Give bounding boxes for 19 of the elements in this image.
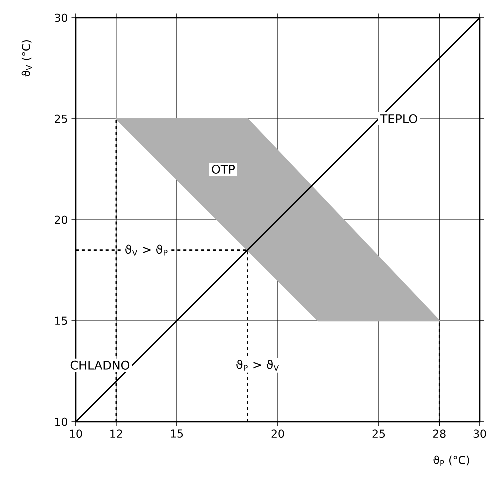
x-tick-label: 30 bbox=[474, 430, 486, 438]
y-tick-label: 10 bbox=[55, 418, 68, 426]
annotation: CHLADNO bbox=[70, 360, 130, 370]
x-tick-label: 15 bbox=[171, 430, 184, 438]
annotation: TEPLO bbox=[380, 114, 418, 124]
annotation: OTP bbox=[212, 164, 236, 174]
y-tick-label: 20 bbox=[55, 216, 68, 224]
x-tick-label: 28 bbox=[433, 430, 446, 438]
y-axis-title: ϑ$_{V}$ (°C) bbox=[22, 40, 32, 77]
annotation: ϑ$_{V}$ > ϑ$_{P}$ bbox=[126, 244, 168, 256]
x-tick-label: 12 bbox=[110, 430, 122, 438]
annotation: ϑ$_{P}$ > ϑ$_{V}$ bbox=[236, 360, 280, 371]
x-tick-label: 20 bbox=[272, 430, 284, 438]
x-tick-label: 25 bbox=[372, 430, 386, 438]
y-tick-label: 25 bbox=[55, 114, 68, 124]
x-axis-title: ϑ$_{P}$ (°C) bbox=[434, 456, 470, 466]
x-tick-label: 10 bbox=[70, 430, 82, 438]
y-tick-label: 30 bbox=[55, 14, 68, 22]
y-tick-label: 15 bbox=[55, 316, 68, 326]
